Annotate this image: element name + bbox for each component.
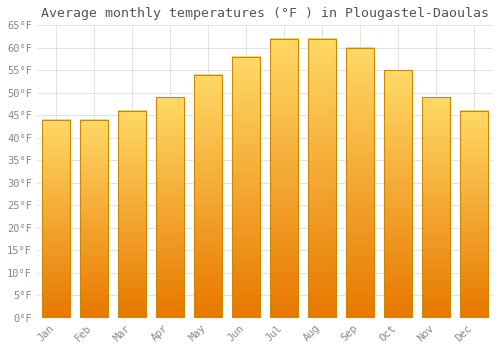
- Bar: [422, 97, 450, 318]
- Bar: [42, 120, 70, 318]
- Title: Average monthly temperatures (°F ) in Plougastel-Daoulas: Average monthly temperatures (°F ) in Pl…: [41, 7, 489, 20]
- Bar: [80, 120, 108, 318]
- Bar: [232, 57, 260, 318]
- Bar: [270, 39, 298, 318]
- Bar: [194, 75, 222, 318]
- Bar: [156, 97, 184, 318]
- Bar: [118, 111, 146, 318]
- Bar: [308, 39, 336, 318]
- Bar: [346, 48, 374, 318]
- Bar: [384, 70, 412, 318]
- Bar: [460, 111, 488, 318]
